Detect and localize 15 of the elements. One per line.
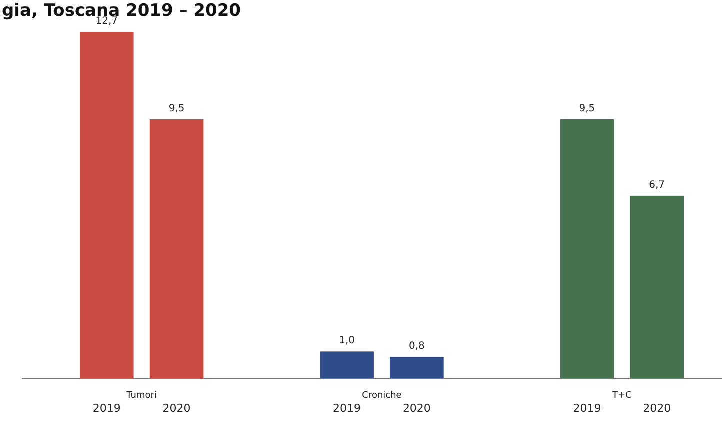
text: 2019 (333, 402, 362, 415)
x-tick-label: Croniche (362, 391, 402, 401)
text: 2020 (162, 402, 191, 415)
data-label: 9,5 (168, 103, 185, 114)
data-label: 12,7 (96, 16, 118, 27)
text: 2019 (92, 402, 121, 415)
data-label: 9,5 (579, 103, 596, 114)
data-label: 1,0 (339, 336, 356, 347)
x-tick-label: T+C (611, 391, 632, 401)
text: 2020 (402, 402, 431, 415)
data-label: 0,8 (408, 341, 425, 352)
text: 2020 (643, 402, 672, 415)
text: 2019 (573, 402, 602, 415)
x-tick-label: Tumori (126, 391, 157, 401)
data-label: 6,7 (649, 180, 666, 191)
